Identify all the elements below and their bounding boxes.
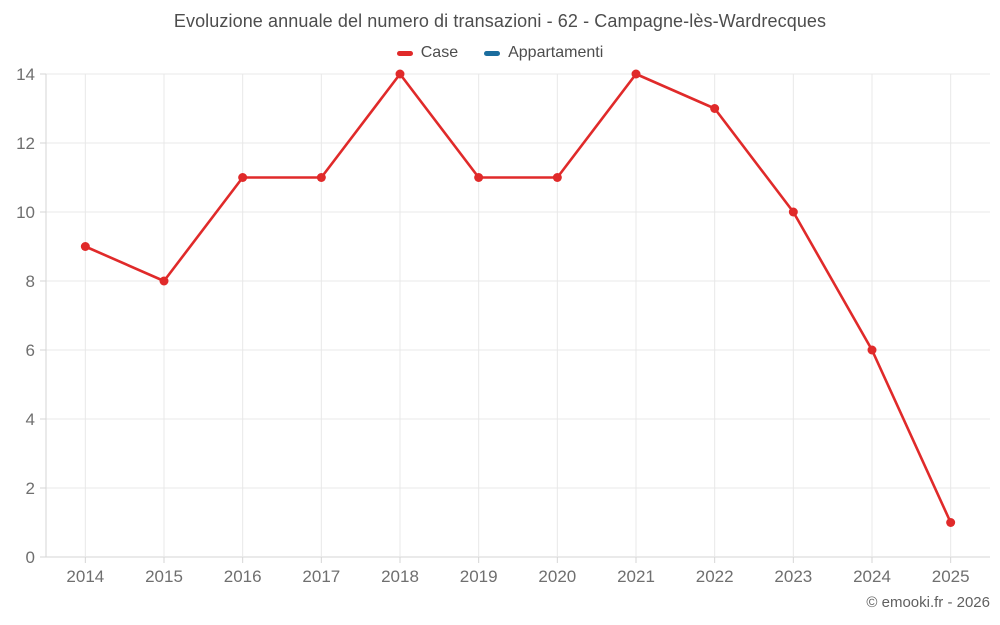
x-axis-label: 2021 [617,567,655,586]
x-axis-label: 2017 [302,567,340,586]
data-point-case-2015[interactable] [159,276,169,286]
x-axis-label: 2025 [932,567,970,586]
y-axis-label: 10 [16,203,35,222]
chart-title: Evoluzione annuale del numero di transaz… [173,11,827,31]
copyright-footer: © emooki.fr - 2026 [866,594,990,611]
series-line-case [84,72,952,524]
data-point-case-2021[interactable] [631,69,641,79]
y-axis-label: 6 [26,341,35,360]
x-axis-label: 2023 [774,567,812,586]
data-point-case-2016[interactable] [238,173,248,182]
case-legend-swatch-icon [396,50,413,56]
x-axis-label: 2019 [460,567,498,586]
x-axis-label: 2024 [853,567,891,586]
data-point-case-2017[interactable] [316,173,326,182]
y-axis-label: 8 [26,272,35,291]
data-point-case-2014[interactable] [80,242,90,251]
y-axis-label: 12 [16,134,35,153]
x-axis-label: 2016 [224,567,262,586]
data-point-case-2019[interactable] [474,173,484,182]
y-axis-label: 4 [26,410,35,429]
legend-item-case[interactable]: Case [396,44,459,62]
legend-label-case: Case [420,44,459,61]
data-point-case-2018[interactable] [395,69,405,79]
legend-item-appartamenti[interactable]: Appartamenti [484,44,603,62]
y-axis-label: 2 [26,479,35,498]
x-axis-label: 2022 [696,567,734,586]
data-point-case-2020[interactable] [552,173,562,182]
data-point-case-2025[interactable] [946,518,956,527]
x-axis-label: 2014 [66,567,104,586]
y-axis-label: 14 [16,65,35,84]
x-axis-label: 2020 [538,567,576,586]
y-axis-label: 0 [26,548,35,567]
data-point-case-2024[interactable] [867,345,877,355]
x-axis-label: 2015 [145,567,183,586]
x-axis-label: 2018 [381,567,419,586]
data-point-case-2023[interactable] [788,207,798,217]
data-point-case-2022[interactable] [710,104,720,113]
appartamenti-legend-swatch-icon [484,50,501,56]
chart-legend: Case Appartamenti [0,44,1000,62]
legend-label-appartamenti: Appartamenti [508,44,604,61]
